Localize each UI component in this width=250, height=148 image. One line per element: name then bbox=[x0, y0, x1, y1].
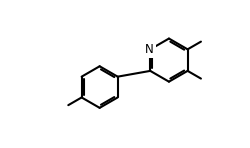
Text: N: N bbox=[145, 43, 154, 56]
